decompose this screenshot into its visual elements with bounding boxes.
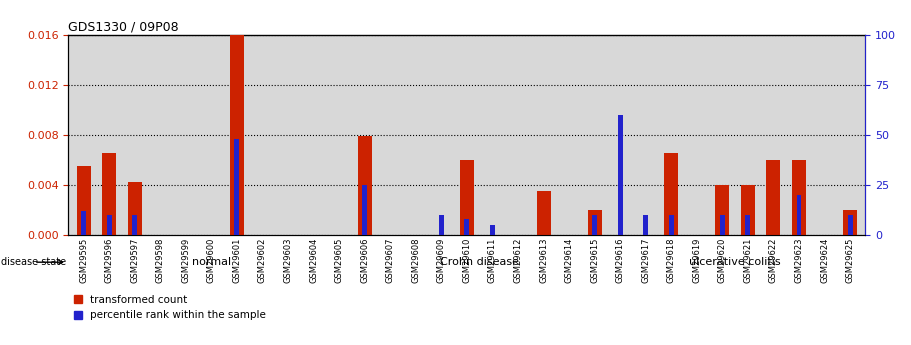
Text: disease state: disease state [2,257,67,267]
Bar [720,215,725,235]
Bar [102,153,117,235]
Bar [132,215,138,235]
Bar [669,215,674,235]
Bar [537,191,550,235]
Bar [643,215,649,235]
Bar [741,185,755,235]
Bar [234,139,240,235]
Bar [128,182,142,235]
Text: ulcerative colitis: ulcerative colitis [690,257,781,267]
Bar [439,215,444,235]
Bar [460,159,474,235]
Bar [715,185,730,235]
Bar [766,159,781,235]
Bar [796,195,802,235]
Bar [592,215,597,235]
Bar [358,136,372,235]
Bar [847,215,853,235]
Legend: transformed count, percentile rank within the sample: transformed count, percentile rank withi… [74,295,266,320]
Bar [107,215,112,235]
Text: GDS1330 / 09P08: GDS1330 / 09P08 [68,20,179,33]
Bar [843,209,857,235]
Text: normal: normal [192,257,231,267]
Bar [664,153,679,235]
Bar [230,34,244,235]
Bar [363,185,367,235]
Text: Crohn disease: Crohn disease [440,257,519,267]
Bar [81,210,87,235]
Bar [465,219,469,235]
Bar [490,225,495,235]
Bar [77,166,91,235]
Bar [792,159,806,235]
Bar [745,215,751,235]
Bar [588,209,601,235]
Bar [618,115,622,235]
